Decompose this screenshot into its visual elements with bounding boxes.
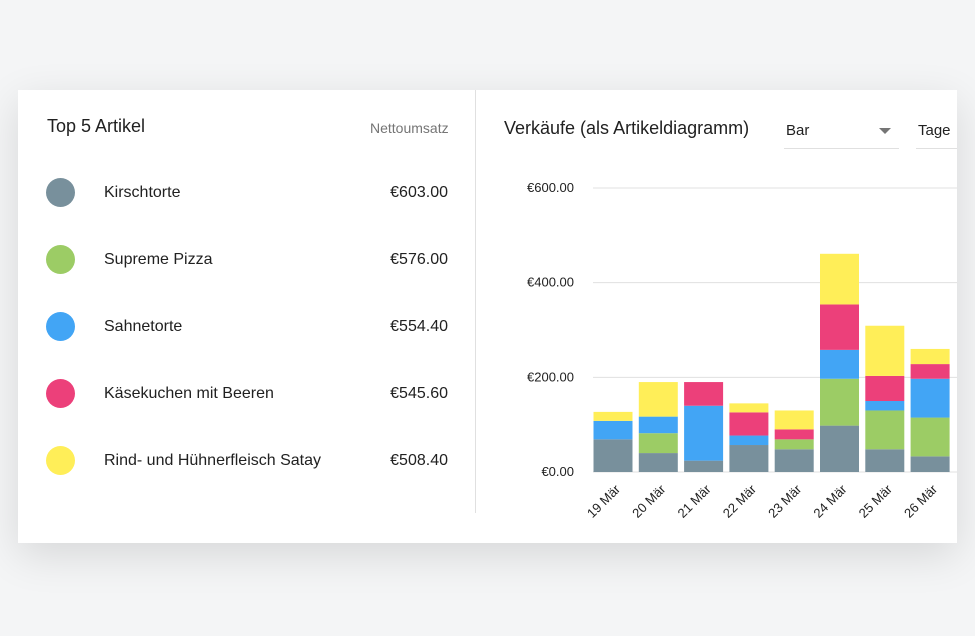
stacked-bar-chart: €0.00 €200.00 €400.00 €600.00 19 Mär 20 Mär 21…	[527, 180, 957, 521]
item-name: Kirschtorte	[104, 184, 181, 201]
item-name: Rind- und Hühnerfleisch Satay	[104, 452, 322, 469]
bar-segment	[774, 449, 814, 472]
list-item: Supreme Pizza €576.00	[46, 245, 448, 275]
y-tick-label: €400.00	[527, 275, 574, 290]
bar-segment	[729, 403, 769, 413]
bar-segment	[865, 325, 905, 376]
bar-segment	[638, 433, 678, 454]
bar-segment	[638, 453, 678, 472]
color-dot-icon	[46, 245, 75, 274]
bar-segment	[910, 364, 950, 379]
bar-segment	[820, 349, 859, 379]
bar-segment	[729, 445, 769, 472]
bar-segment	[774, 429, 814, 440]
bar-segment	[865, 410, 905, 450]
color-dot-icon	[46, 178, 75, 207]
bar-segment	[593, 439, 633, 472]
item-name: Supreme Pizza	[104, 251, 213, 268]
dashboard-card: Top 5 Artikel Nettoumsatz Kirschtorte €6…	[18, 90, 957, 543]
chevron-down-icon	[879, 128, 891, 134]
bar-segment	[729, 435, 769, 446]
list-item: Käsekuchen mit Beeren €545.60	[46, 379, 448, 409]
bar-segment	[684, 460, 724, 472]
bar-segment	[684, 405, 724, 461]
bar-segment	[820, 378, 859, 426]
color-dot-icon	[46, 379, 75, 408]
bar-segment	[638, 416, 678, 434]
period-select[interactable]: Tage	[916, 112, 957, 149]
bar-segment	[865, 449, 905, 472]
chart-type-select[interactable]: Bar	[784, 112, 899, 149]
chart-title: Verkäufe (als Artikeldiagramm)	[504, 118, 750, 138]
bar-segment	[865, 375, 905, 401]
y-tick-label: €0.00	[541, 464, 574, 479]
top-items-title: Top 5 Artikel	[47, 116, 146, 136]
period-value: Tage	[918, 122, 951, 139]
bar-segment	[820, 304, 859, 350]
bar-segment	[820, 253, 859, 305]
item-name: Sahnetorte	[104, 318, 183, 335]
list-item: Rind- und Hühnerfleisch Satay €508.40	[46, 446, 448, 476]
bar-segment	[638, 382, 678, 417]
x-tick-label: 26 Mär	[901, 481, 941, 521]
list-item: Kirschtorte €603.00	[46, 178, 448, 208]
bar-segment	[910, 456, 950, 472]
bar-segment	[865, 401, 905, 411]
bar-segment	[593, 411, 633, 421]
color-dot-icon	[46, 446, 75, 475]
x-tick-label: 19 Mär	[584, 481, 624, 521]
x-tick-label: 22 Mär	[720, 481, 760, 521]
x-tick-label: 20 Mär	[629, 481, 669, 521]
color-dot-icon	[46, 312, 75, 341]
bar-segment	[910, 417, 950, 457]
y-tick-label: €200.00	[527, 369, 574, 384]
bar-segment	[729, 412, 769, 436]
divider	[475, 90, 476, 513]
item-name: Käsekuchen mit Beeren	[104, 385, 274, 402]
bar-segment	[820, 425, 859, 472]
item-value: €545.60	[390, 385, 448, 402]
bar-segment	[593, 420, 633, 440]
bar-segment	[910, 378, 950, 418]
bar-segment	[774, 439, 814, 450]
x-tick-label: 24 Mär	[810, 481, 850, 521]
chart-type-value: Bar	[786, 122, 810, 139]
item-value: €554.40	[390, 318, 448, 335]
x-tick-label: 21 Mär	[674, 481, 714, 521]
item-value: €603.00	[390, 184, 448, 201]
item-value: €576.00	[390, 251, 448, 268]
bar-segment	[910, 348, 950, 365]
bar-segment	[684, 382, 724, 406]
x-tick-label: 23 Mär	[765, 481, 805, 521]
list-item: Sahnetorte €554.40	[46, 312, 448, 342]
x-tick-label: 25 Mär	[856, 481, 896, 521]
bar-segment	[774, 410, 814, 430]
y-tick-label: €600.00	[527, 180, 574, 195]
item-value: €508.40	[390, 452, 448, 469]
net-sales-label: Nettoumsatz	[370, 120, 449, 136]
